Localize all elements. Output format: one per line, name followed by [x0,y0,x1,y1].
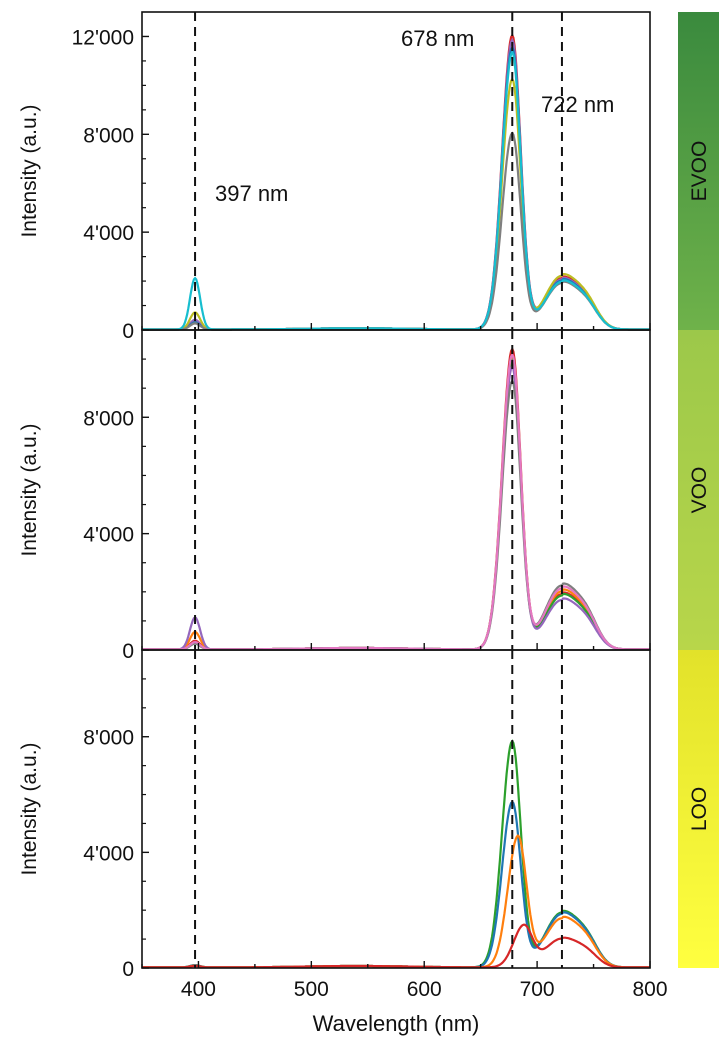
side-label-bar-voo [678,330,719,650]
x-tick-label: 500 [294,978,329,1001]
x-tick-label: 800 [632,978,667,1001]
y-tick-label: 0 [122,958,134,981]
y-tick-label: 0 [122,640,134,663]
side-label-voo: VOO [688,467,711,514]
side-label-bar-evoo [678,12,719,330]
spectrum-line-loo-3 [142,834,650,969]
side-label-loo: LOO [688,787,711,831]
y-tick-label: 0 [122,320,134,343]
panel-evoo: 0 4'000 8'000 12'000 Intensity (a.u.) EVOO [18,11,719,343]
panel-voo: 0 4'000 8'000 Intensity (a.u.) VOO [18,329,719,663]
y-tick-label: 12'000 [72,26,134,49]
side-label-evoo: EVOO [688,141,711,202]
spectrum-line-voo-3 [142,358,650,651]
y-tick-label: 8'000 [83,407,134,430]
y-tick-label: 8'000 [83,124,134,147]
y-axis-label: Intensity (a.u.) [18,742,41,875]
x-tick-label: 700 [520,978,555,1001]
y-tick-label: 4'000 [83,842,134,865]
y-axis-label: Intensity (a.u.) [18,104,41,237]
spectrum-line-evoo-5 [142,131,650,331]
spectrum-line-voo-4 [142,364,650,651]
spectrum-line-voo-5 [142,378,650,651]
spectrum-line-voo-2 [142,355,650,651]
spectrum-line-voo-1 [142,346,650,651]
spectrum-line-loo-1 [142,739,650,969]
y-tick-label: 4'000 [83,524,134,547]
x-tick-label: 600 [407,978,442,1001]
spectrum-line-voo-6 [142,352,650,651]
x-axis-label: Wavelength (nm) [313,1011,480,1036]
side-label-bar-loo [678,650,719,968]
panel-frame [141,649,651,969]
annotation-397-nm: 397 nm [215,181,288,206]
annotation-722-nm: 722 nm [541,92,614,117]
spectrum-line-loo-4 [142,923,650,969]
y-axis-label: Intensity (a.u.) [18,423,41,556]
annotation-678-nm: 678 nm [401,26,474,51]
panel-loo: 0 4'000 8'000 Intensity (a.u.) LOO [18,649,719,981]
y-tick-label: 4'000 [83,222,134,245]
spectrum-line-loo-2 [142,800,650,969]
plot-layer: 0 4'000 8'000 12'000 Intensity (a.u.) EVOO 0 4'… [18,11,719,1001]
y-tick-label: 8'000 [83,727,134,750]
x-tick-label: 400 [181,978,216,1001]
